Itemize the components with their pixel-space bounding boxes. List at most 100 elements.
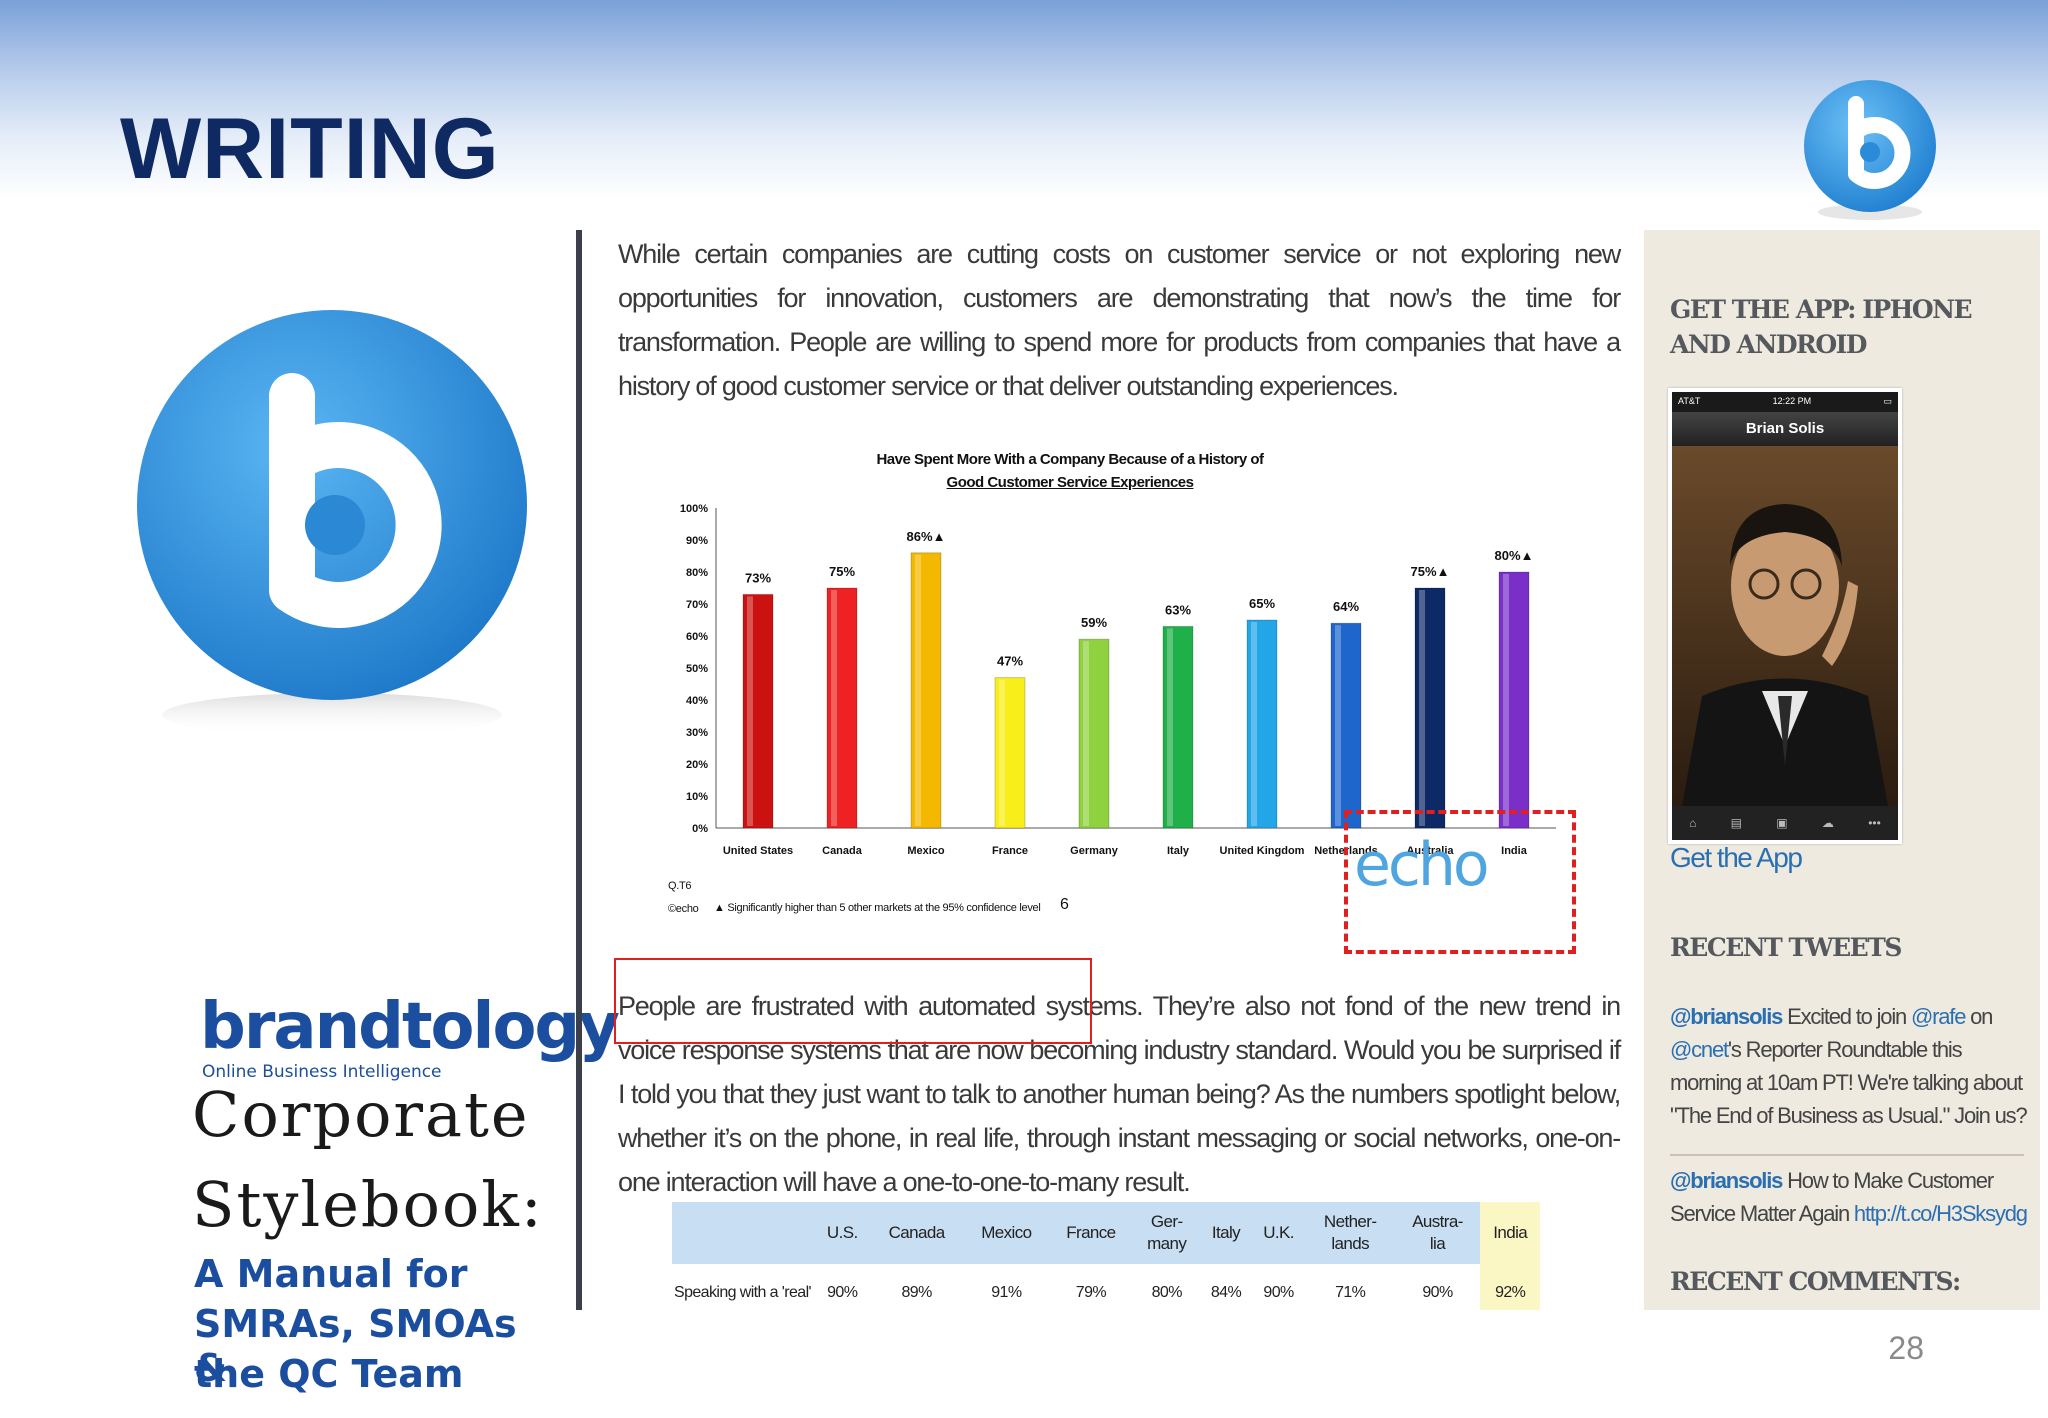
table-cell: 89%	[901, 1284, 932, 1301]
tweet-2-link[interactable]: http://t.co/H3Sksydg	[1853, 1201, 2028, 1226]
table-header-cell: Mexico	[963, 1202, 1049, 1264]
bar-highlight	[999, 679, 1005, 826]
slide-title: WRITING	[120, 101, 500, 197]
tweet-1-handle[interactable]: @briansolis	[1670, 1004, 1783, 1029]
tweet-divider	[1670, 1154, 2024, 1156]
bar-highlight	[747, 596, 753, 826]
get-the-app-link[interactable]: Get the App	[1670, 842, 1803, 873]
phone-status-bar: AT&T 12:22 PM ▭	[1672, 392, 1898, 410]
bar	[742, 593, 774, 829]
data-label: 75%	[829, 564, 855, 579]
chart-title: Have Spent More With a Company Because o…	[850, 448, 1290, 494]
brandtology-logo-icon	[1800, 76, 1940, 226]
tweet-1-text-c: 's Reporter Roundtable this morning at 1…	[1670, 1037, 2028, 1128]
table-header-cell: U.S.	[815, 1202, 870, 1264]
bar	[1330, 622, 1362, 829]
tweet-1-mention-rafe[interactable]: @rafe	[1910, 1004, 1966, 1029]
bar	[1246, 619, 1278, 829]
more-icon: •••	[1868, 816, 1881, 830]
data-label: 47%	[997, 654, 1023, 669]
table-header-cell: France	[1048, 1202, 1133, 1264]
table-cell: 90%	[1263, 1284, 1294, 1301]
tweet-1-mention-cnet[interactable]: @cnet	[1670, 1037, 1729, 1062]
table-header-cell: Austra- lia	[1394, 1202, 1481, 1264]
y-tick-label: 60%	[686, 631, 708, 643]
chart-title-line2: Good Customer Service Experiences	[946, 474, 1194, 491]
chart-plot: 0% 10% 20% 30% 40% 50% 60% 70% 80% 90% 100% 73% Unit…	[680, 503, 1556, 857]
tweet-2: @briansolis How to Make Customer Service…	[1670, 1164, 2030, 1230]
data-label: 63%	[1165, 602, 1191, 617]
bar	[826, 587, 858, 829]
phone-app-screenshot[interactable]: AT&T 12:22 PM ▭ Brian Solis	[1668, 388, 1902, 844]
stylebook-subtitle-line1: A Manual for	[194, 1252, 468, 1296]
bar	[910, 552, 942, 829]
fan-wall-icon: ☁	[1821, 816, 1834, 830]
data-label: 80%▲	[1495, 548, 1534, 563]
category-label: United Kingdom	[1220, 845, 1305, 857]
recent-comments-heading: RECENT COMMENTS:	[1670, 1267, 1961, 1296]
tweet-1-text-a: Excited to join	[1782, 1004, 1911, 1029]
category-label: India	[1501, 845, 1528, 857]
y-tick-label: 100%	[680, 503, 708, 515]
echo-logo: echo	[1354, 830, 1490, 900]
battery-icon: ▭	[1883, 395, 1892, 406]
phone-app-title: Brian Solis	[1672, 412, 1898, 446]
bar-highlight	[831, 590, 837, 826]
phone-carrier: AT&T	[1678, 396, 1701, 406]
header-gradient-band	[0, 0, 2048, 200]
category-label: Canada	[822, 845, 863, 857]
bar	[1078, 638, 1110, 829]
category-label: Italy	[1167, 845, 1190, 857]
bar-chart: Have Spent More With a Company Because o…	[660, 448, 1580, 978]
blog-sidebar: GET THE APP: IPHONE AND ANDROID AT&T 12:…	[1644, 230, 2040, 1310]
stylebook-subtitle-line2: SMRAs, SMOAs &	[194, 1302, 517, 1390]
y-tick-label: 90%	[686, 535, 708, 547]
stylebook-title-line1: Corporate	[192, 1078, 530, 1151]
stylebook-subtitle-line3: the QC Team	[194, 1352, 464, 1396]
y-tick-label: 50%	[686, 663, 708, 675]
category-label: France	[992, 845, 1028, 857]
bar-highlight	[1503, 574, 1509, 826]
bar	[994, 677, 1026, 829]
brandtology-big-logo-icon	[132, 310, 532, 740]
blog-screenshot: While certain companies are cutting cost…	[576, 230, 2040, 1310]
table-header-cell: Nether- lands	[1305, 1202, 1395, 1264]
brand-name: brandtology	[200, 990, 620, 1064]
stylebook-title-line2: Stylebook:	[192, 1168, 544, 1241]
chart-footnote-echo: ©echo	[668, 903, 699, 915]
y-tick-label: 80%	[686, 567, 708, 579]
table-header-cell: U.K.	[1251, 1202, 1306, 1264]
table-cell: 92%	[1480, 1264, 1540, 1310]
data-label: 64%	[1333, 599, 1359, 614]
table-cell: 84%	[1210, 1284, 1242, 1301]
table-cell: 80%	[1151, 1284, 1183, 1301]
y-tick-label: 0%	[692, 823, 708, 835]
tweet-2-handle[interactable]: @briansolis	[1670, 1168, 1783, 1193]
tweet-1-text-b: on	[1965, 1004, 1993, 1029]
data-label: 59%	[1081, 615, 1107, 630]
data-label: 75%▲	[1411, 564, 1450, 579]
bar-highlight	[1419, 590, 1425, 826]
table-header-cell: Ger- many	[1132, 1202, 1201, 1264]
data-label: 65%	[1249, 596, 1275, 611]
phone-tab-bar: ⌂ ▤ ▣ ☁ •••	[1672, 806, 1898, 840]
category-label: Germany	[1070, 845, 1119, 857]
table-cell: 90%	[1422, 1284, 1453, 1301]
news-icon: ▤	[1730, 816, 1743, 830]
comparison-table: U.S. Canada Mexico France Ger- many Italy U.K.…	[672, 1202, 1540, 1310]
vertical-divider	[576, 230, 582, 1310]
table-cell: 90%	[827, 1284, 858, 1301]
y-tick-label: 70%	[686, 599, 708, 611]
stylebook-cover: brandtology Online Business Intelligence…	[120, 230, 620, 1396]
page-number: 28	[1888, 1330, 1924, 1366]
chart-title-line1: Have Spent More With a Company Because o…	[876, 451, 1264, 468]
chart-footnote-significance: ▲ Significantly higher than 5 other mark…	[714, 902, 1041, 914]
bar-highlight	[915, 554, 921, 826]
article-paragraph-1: While certain companies are cutting cost…	[618, 239, 1621, 401]
bar	[1498, 571, 1530, 829]
get-app-heading: GET THE APP: IPHONE AND ANDROID	[1670, 295, 1973, 359]
table-row: Speaking with a 'real' 90% 89% 91% 79% 80% 84…	[672, 1264, 1540, 1310]
recent-tweets-heading: RECENT TWEETS	[1670, 933, 1902, 962]
y-tick-label: 30%	[686, 727, 708, 739]
table-header-cell: India	[1480, 1202, 1540, 1264]
